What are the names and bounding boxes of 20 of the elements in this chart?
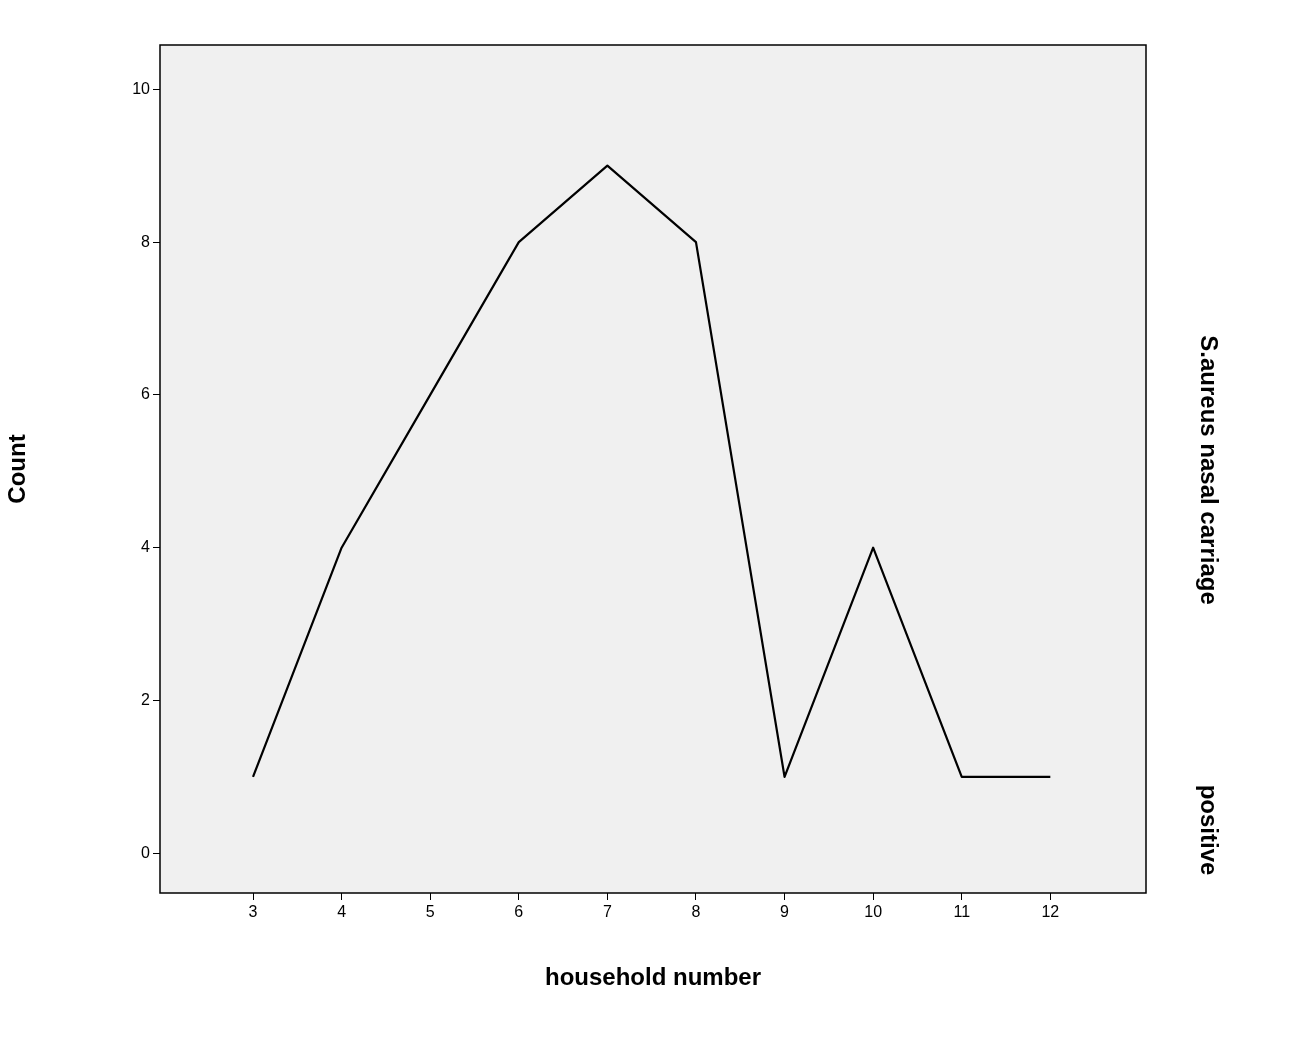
x-tick-label: 7: [602, 903, 612, 921]
x-tick-label: 8: [691, 903, 701, 921]
y-axis-title: Count: [3, 434, 31, 504]
y-tick-label: 6: [141, 385, 151, 403]
y-tick-label: 10: [132, 79, 151, 97]
text: positive: [1196, 784, 1224, 876]
y-tick-label: 2: [141, 690, 151, 708]
y2-axis-title: S.aureus nasal carriage: [1196, 335, 1224, 605]
x-tick-label: 10: [864, 903, 883, 921]
x-tick-label: 6: [514, 903, 524, 921]
x-tick-label: 12: [1041, 903, 1060, 921]
x-tick-label: 3: [248, 903, 258, 921]
x-tick-label: 9: [780, 903, 790, 921]
y-tick-label: 0: [141, 843, 151, 861]
x-tick-label: 4: [337, 903, 347, 921]
x-axis-title: household number: [545, 963, 761, 991]
x-tick-label: 11: [953, 903, 971, 921]
x-tick-label: 5: [425, 903, 435, 921]
y-tick-label: 4: [141, 538, 151, 556]
y-tick-label: 8: [141, 232, 151, 250]
